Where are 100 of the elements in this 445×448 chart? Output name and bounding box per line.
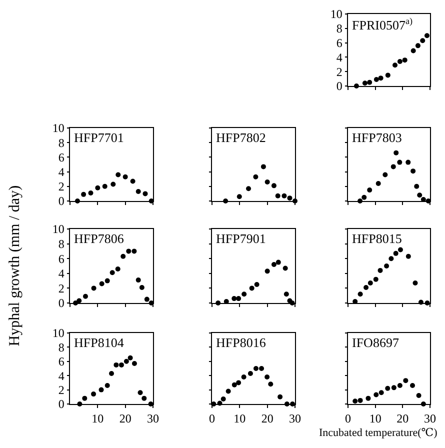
point [378, 268, 383, 273]
point [236, 194, 242, 200]
point [392, 62, 398, 68]
point [98, 387, 104, 392]
y-tick-label: 4 [336, 50, 342, 64]
point [275, 193, 280, 198]
y-tick-label: 0 [58, 397, 64, 412]
x-tick-label: 30 [424, 412, 436, 426]
x-tick-label: 20 [396, 412, 409, 426]
point [412, 280, 418, 286]
y-tick-label: 8 [58, 237, 64, 251]
point [144, 296, 150, 302]
point [367, 188, 372, 193]
point [393, 250, 398, 256]
point [366, 396, 371, 401]
point [268, 382, 274, 387]
point [91, 392, 96, 397]
point [374, 77, 379, 82]
point [104, 383, 110, 388]
point [142, 191, 148, 196]
point [415, 43, 420, 48]
point [82, 294, 88, 299]
point [358, 398, 363, 403]
point [128, 355, 133, 360]
y-tick-label: 6 [58, 252, 64, 266]
point [120, 254, 126, 259]
point [91, 286, 96, 291]
point [406, 160, 411, 165]
point [271, 262, 276, 268]
point [362, 80, 368, 86]
y-tick-label: 2 [336, 64, 342, 79]
point [376, 180, 381, 186]
point [264, 180, 270, 185]
point [124, 358, 129, 364]
point [116, 172, 121, 178]
chart-title: HFP8016 [216, 335, 266, 350]
point [384, 264, 390, 268]
point [232, 296, 237, 302]
point [397, 383, 402, 388]
x-tick-label: 0 [209, 412, 215, 426]
point [138, 390, 143, 396]
y-tick-label: 0 [336, 79, 342, 94]
x-tick-label: 10 [92, 412, 104, 426]
point [390, 164, 396, 170]
y-tick-label: 10 [52, 222, 64, 236]
chart-title: HFP8104 [74, 335, 124, 350]
point [126, 248, 132, 254]
y-tick-label: 2 [58, 281, 64, 296]
point [406, 254, 411, 259]
point [254, 282, 260, 287]
point [368, 280, 373, 286]
point [287, 196, 292, 201]
point [388, 256, 394, 262]
point [246, 186, 252, 192]
point [81, 192, 86, 197]
point [114, 362, 119, 368]
y-tick-label: 10 [52, 121, 64, 136]
chart-title: HFP7802 [216, 130, 266, 145]
point [115, 266, 120, 272]
point [259, 366, 264, 371]
point [236, 380, 242, 386]
y-tick-label: 10 [330, 7, 342, 22]
y-axis-title: Hyphal growth (mm / day) [7, 185, 24, 346]
point [403, 378, 408, 384]
point [76, 298, 82, 304]
point [397, 59, 402, 64]
point [362, 194, 367, 200]
point [132, 248, 137, 254]
point [242, 292, 247, 297]
point [398, 247, 403, 252]
y-tick-label: 10 [52, 326, 64, 340]
point [374, 392, 379, 398]
point [271, 183, 276, 188]
point [110, 182, 116, 187]
point [102, 184, 108, 189]
y-tick-label: 6 [58, 354, 64, 369]
point [142, 396, 147, 401]
point [391, 385, 396, 390]
point [402, 58, 408, 63]
point [424, 33, 430, 38]
point [410, 48, 416, 54]
point [385, 386, 390, 391]
point [282, 266, 288, 271]
point [95, 185, 100, 190]
point [260, 164, 266, 170]
point [382, 172, 388, 178]
point [420, 38, 426, 44]
point [276, 260, 281, 265]
point [282, 193, 287, 198]
x-tick-label: 20 [119, 412, 132, 426]
point [241, 374, 246, 380]
y-tick-label: 8 [58, 340, 64, 354]
point [110, 270, 115, 276]
x-axis-title: Incubated temperature(℃) [319, 427, 438, 439]
y-tick-label: 6 [58, 150, 64, 164]
x-tick-label: 10 [234, 412, 246, 426]
point [236, 296, 242, 302]
point [378, 76, 384, 81]
point [139, 284, 144, 290]
point [249, 286, 254, 291]
